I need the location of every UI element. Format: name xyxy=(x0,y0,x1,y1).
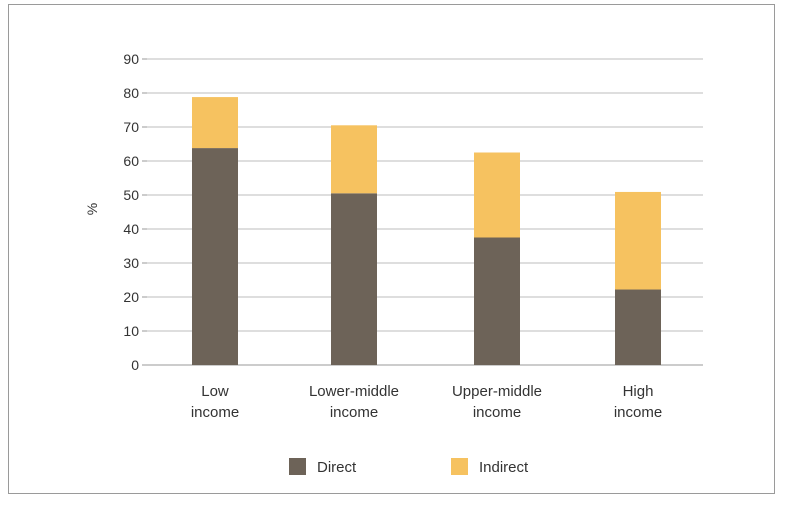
bar-direct-0 xyxy=(192,148,238,365)
y-axis-label: % xyxy=(84,203,100,215)
category-label: High xyxy=(623,383,654,400)
category-label: Lower-middle xyxy=(309,383,399,400)
bar-indirect-1 xyxy=(331,125,377,194)
bar-direct-2 xyxy=(474,237,520,365)
y-tick-label: 20 xyxy=(123,289,139,305)
y-tick-label: 90 xyxy=(123,51,139,67)
y-tick-label: 10 xyxy=(123,323,139,339)
legend-label-indirect: Indirect xyxy=(479,459,529,476)
y-tick-label: 60 xyxy=(123,153,139,169)
category-label: income xyxy=(614,404,662,421)
category-label: income xyxy=(473,404,521,421)
y-tick-label: 70 xyxy=(123,119,139,135)
category-labels: Low income Lower-middle income Upper-middle i… xyxy=(191,383,662,421)
category-label: Low xyxy=(201,383,229,400)
bar-direct-1 xyxy=(331,193,377,365)
bar-indirect-2 xyxy=(474,152,520,238)
y-tick-label: 0 xyxy=(131,357,139,373)
bars xyxy=(192,97,661,365)
bar-indirect-0 xyxy=(192,97,238,149)
y-tick-label: 80 xyxy=(123,85,139,101)
legend: Direct Indirect xyxy=(289,458,529,476)
legend-swatch-direct xyxy=(289,458,306,475)
category-label: income xyxy=(330,404,378,421)
y-tick-label: 50 xyxy=(123,187,139,203)
legend-swatch-indirect xyxy=(451,458,468,475)
y-tick-label: 40 xyxy=(123,221,139,237)
category-label: income xyxy=(191,404,239,421)
legend-label-direct: Direct xyxy=(317,459,357,476)
y-axis-ticks: 0 10 20 30 40 50 60 70 80 90 xyxy=(123,51,147,373)
category-label: Upper-middle xyxy=(452,383,542,400)
bar-direct-3 xyxy=(615,289,661,365)
bar-indirect-3 xyxy=(615,191,661,290)
gridlines xyxy=(147,58,703,366)
y-tick-label: 30 xyxy=(123,255,139,271)
